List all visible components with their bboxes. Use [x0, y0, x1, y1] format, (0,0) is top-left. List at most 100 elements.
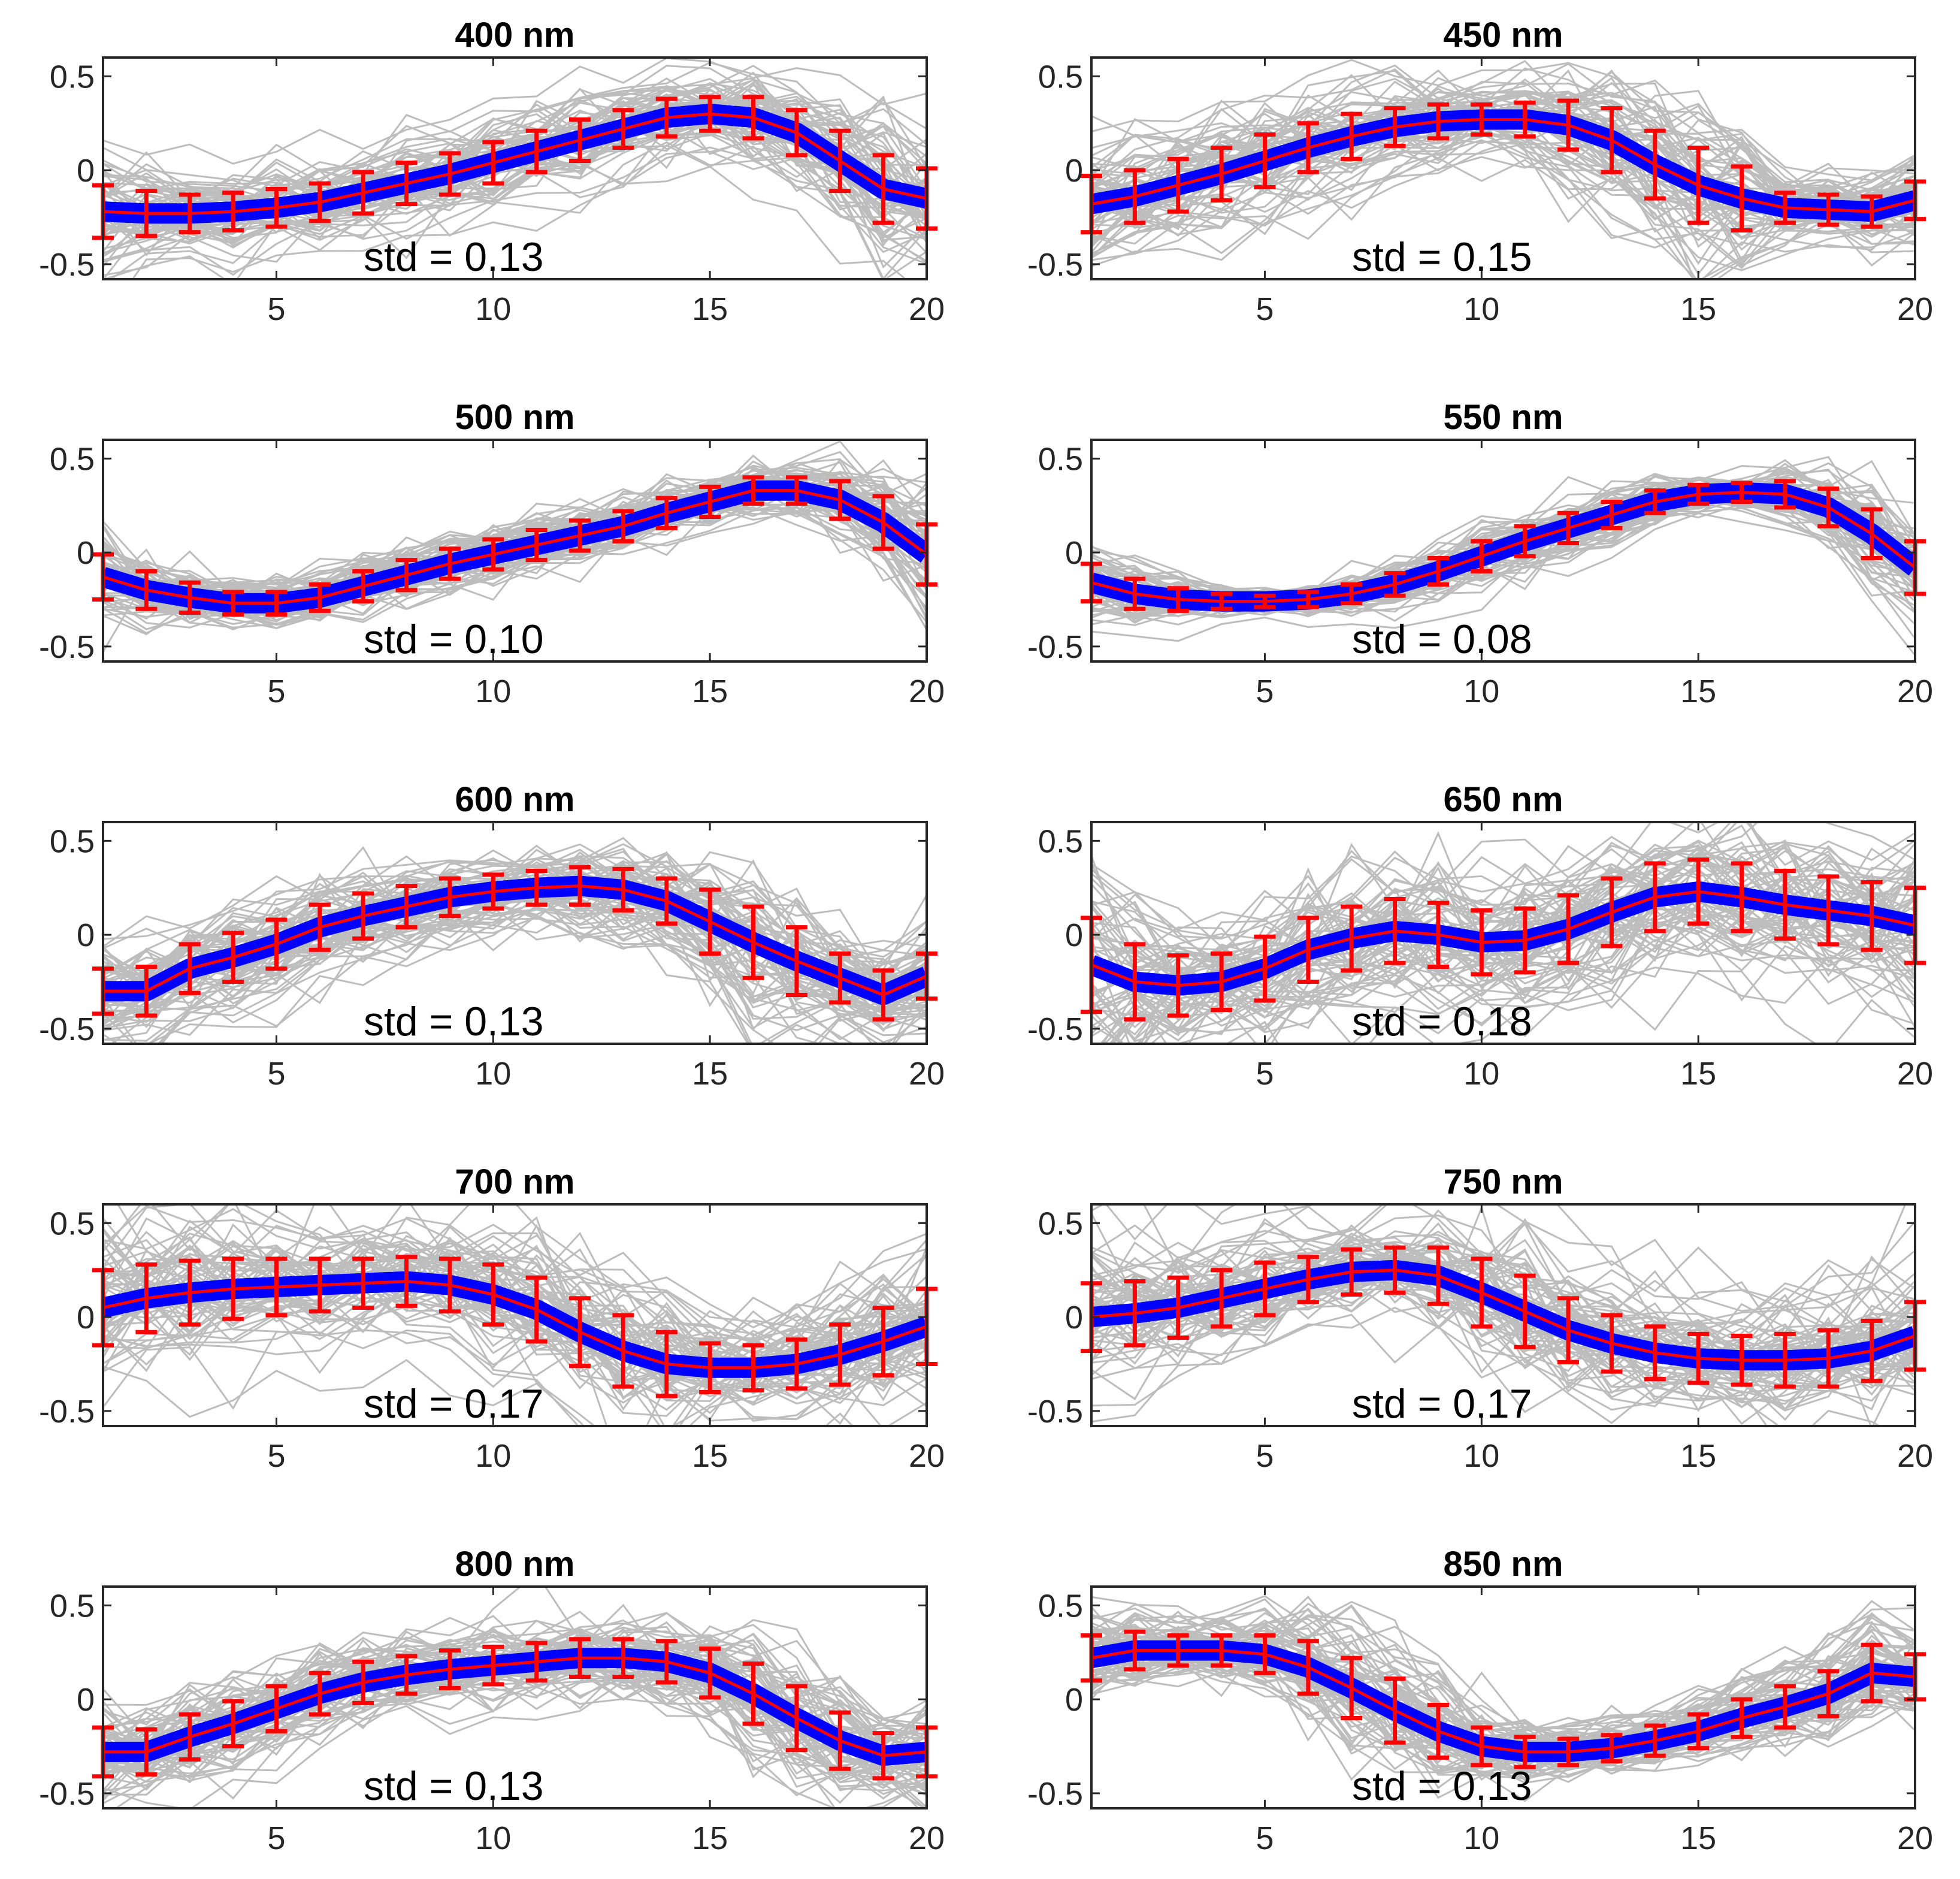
- error-bar: [1167, 156, 1189, 214]
- error-bar: [872, 968, 894, 1022]
- y-tick-label: -0.5: [39, 1011, 95, 1047]
- error-bar: [1341, 904, 1363, 973]
- error-bar: [1861, 194, 1883, 229]
- error-bar: [872, 153, 894, 225]
- x-tick-label: 10: [1463, 291, 1499, 327]
- std-annotation: std = 0.13: [364, 1763, 544, 1809]
- sample-curve: [1091, 1636, 1915, 1780]
- y-tick-label: 0.5: [1038, 441, 1083, 477]
- error-bar: [1731, 1697, 1753, 1739]
- error-bar: [265, 1684, 288, 1733]
- subplot-2: 450 nm 5 10 15 20 0.5 0 -0.5 std = 0.15: [1027, 16, 1933, 327]
- error-bar: [179, 942, 201, 995]
- error-bar: [438, 1256, 461, 1314]
- mean-line: [103, 489, 927, 605]
- y-tick-label: 0.5: [1038, 1206, 1083, 1241]
- sample-curve: [1091, 140, 1915, 276]
- error-bar: [438, 546, 461, 581]
- x-tick-label: 10: [1463, 1438, 1499, 1474]
- error-bar: [1167, 1275, 1189, 1340]
- y-tick-label: 0: [1065, 1682, 1083, 1718]
- error-bar: [1384, 571, 1406, 598]
- x-tick-label: 10: [1463, 1056, 1499, 1092]
- error-bar: [395, 1654, 418, 1696]
- sample-curve: [1091, 127, 1915, 267]
- subplot-title: 500 nm: [455, 398, 575, 437]
- error-bar: [1471, 1256, 1493, 1329]
- x-tick-label: 10: [475, 1056, 511, 1092]
- subplot-title: 800 nm: [455, 1545, 575, 1584]
- error-bar: [1167, 953, 1189, 1018]
- sample-curve: [1091, 1272, 1915, 1421]
- sample-curve: [1105, 1204, 1915, 1312]
- sample-curve: [1091, 1306, 1882, 1426]
- error-bar: [438, 151, 461, 197]
- subplot-1: 400 nm 5 10 15 20 0.5 0 -0.5 std = 0.13: [39, 16, 945, 327]
- x-tick-label: 10: [475, 1438, 511, 1474]
- error-bar: [1341, 1247, 1363, 1297]
- error-bar: [872, 494, 894, 551]
- error-bar: [1817, 1669, 1840, 1718]
- sample-curve: [103, 1277, 927, 1422]
- error-bar: [742, 1662, 764, 1726]
- error-bar: [308, 902, 331, 952]
- y-tick-label: -0.5: [1027, 1394, 1083, 1430]
- error-bar: [308, 181, 331, 223]
- mean-line: [1091, 1268, 1915, 1362]
- y-tick-label: 0: [77, 1682, 95, 1718]
- sample-curve: [1091, 855, 1915, 972]
- error-bar: [179, 1712, 201, 1762]
- x-tick-label: 5: [267, 673, 285, 709]
- x-tick-label: 15: [692, 291, 728, 327]
- subplot-5: 600 nm 5 10 15 20 0.5 0 -0.5 std = 0.13: [39, 780, 945, 1092]
- subplot-6: 650 nm 5 10 15 20 0.5 0 -0.5 std = 0.18: [1027, 780, 1933, 1092]
- x-tick-label: 5: [267, 1820, 285, 1856]
- error-bar: [525, 869, 548, 907]
- error-bar: [1514, 100, 1536, 139]
- subplot-title: 550 nm: [1444, 398, 1563, 437]
- x-tick-label: 20: [1897, 1438, 1933, 1474]
- sample-curve: [1091, 843, 1915, 980]
- sample-curve: [103, 1651, 927, 1808]
- error-bar: [742, 95, 764, 141]
- error-bar: [612, 1637, 634, 1679]
- error-bar: [699, 1646, 721, 1700]
- subplot-title: 750 nm: [1444, 1162, 1563, 1201]
- x-tick-label: 5: [267, 1438, 285, 1474]
- plot-area: [103, 836, 927, 1044]
- std-annotation: std = 0.13: [1352, 1763, 1532, 1809]
- sample-curve: [1091, 68, 1915, 207]
- error-bars: [92, 475, 937, 617]
- error-bar: [1861, 1318, 1883, 1383]
- error-bar: [308, 1256, 331, 1314]
- mean-line: [103, 112, 927, 215]
- error-bar: [265, 590, 288, 617]
- error-bar: [1124, 576, 1146, 611]
- error-bar: [1384, 1245, 1406, 1295]
- error-bar: [1124, 1629, 1146, 1672]
- error-bar: [1861, 507, 1883, 561]
- error-bar: [1211, 591, 1233, 611]
- x-tick-label: 20: [909, 673, 945, 709]
- sample-curve: [1091, 824, 1915, 983]
- error-bar: [655, 1330, 677, 1398]
- y-tick-label: -0.5: [1027, 247, 1083, 283]
- error-bar: [1427, 1703, 1449, 1760]
- error-bar: [1514, 1273, 1536, 1349]
- sample-curve: [103, 150, 927, 276]
- y-tick-label: 0.5: [1038, 823, 1083, 859]
- x-tick-label: 5: [267, 291, 285, 327]
- axes-frame: [1090, 56, 1916, 280]
- x-tick-label: 5: [1256, 673, 1274, 709]
- error-bars: [1081, 1245, 1926, 1389]
- sample-curve: [109, 144, 927, 279]
- error-bar: [1817, 487, 1840, 528]
- y-tick-label: 0: [1065, 1300, 1083, 1336]
- x-tick-label: 5: [267, 1056, 285, 1092]
- error-bar: [569, 865, 591, 907]
- error-bar: [1297, 1255, 1319, 1304]
- sample-curve: [1091, 79, 1915, 199]
- sample-curve: [103, 58, 927, 165]
- sample-curve: [1091, 1641, 1915, 1781]
- axes-frame: [102, 821, 928, 1045]
